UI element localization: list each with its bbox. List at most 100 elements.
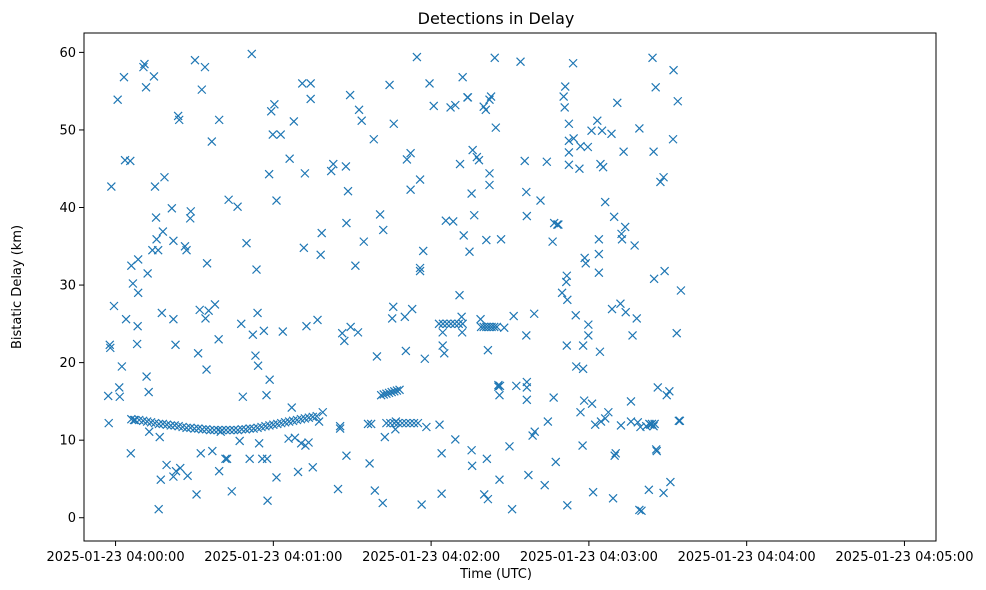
chart-title: Detections in Delay bbox=[418, 9, 575, 28]
data-point-marker bbox=[406, 148, 416, 158]
data-point-marker bbox=[442, 319, 452, 329]
data-point-marker bbox=[140, 59, 149, 69]
data-point-marker bbox=[119, 72, 129, 82]
data-point-marker bbox=[238, 392, 248, 402]
data-point-marker bbox=[342, 218, 351, 228]
data-point-marker bbox=[652, 446, 662, 456]
data-point-marker bbox=[266, 106, 276, 116]
data-point-marker bbox=[285, 154, 295, 164]
data-point-marker bbox=[302, 321, 311, 331]
data-point-marker bbox=[233, 202, 242, 212]
data-point-marker bbox=[209, 425, 219, 435]
data-point-marker bbox=[316, 250, 326, 260]
data-point-marker bbox=[335, 424, 345, 433]
data-point-marker bbox=[505, 441, 514, 451]
data-point-marker bbox=[632, 313, 642, 323]
data-point-marker bbox=[549, 393, 559, 402]
data-point-marker bbox=[144, 387, 154, 397]
data-point-marker bbox=[196, 448, 206, 458]
data-point-marker bbox=[665, 477, 675, 487]
data-point-marker bbox=[235, 436, 245, 446]
data-point-marker bbox=[109, 301, 119, 311]
data-point-marker bbox=[385, 418, 395, 428]
data-point-marker bbox=[326, 166, 336, 176]
data-point-marker bbox=[608, 493, 618, 503]
data-point-marker bbox=[245, 454, 255, 464]
data-point-marker bbox=[675, 416, 685, 426]
data-point-marker bbox=[560, 103, 570, 112]
data-point-marker bbox=[467, 461, 477, 471]
data-point-marker bbox=[485, 168, 494, 178]
data-point-marker bbox=[375, 210, 385, 219]
data-point-marker bbox=[664, 386, 674, 396]
data-point-marker bbox=[619, 147, 629, 157]
data-point-marker bbox=[379, 389, 389, 399]
data-point-marker bbox=[317, 228, 327, 238]
data-point-marker bbox=[465, 247, 474, 257]
data-point-marker bbox=[595, 347, 605, 357]
data-point-marker bbox=[668, 134, 678, 144]
data-point-marker bbox=[479, 490, 489, 499]
data-point-marker bbox=[587, 126, 596, 136]
data-point-marker bbox=[481, 105, 491, 115]
data-point-marker bbox=[133, 321, 143, 331]
data-point-marker bbox=[242, 238, 251, 248]
data-point-marker bbox=[207, 446, 217, 456]
data-point-marker bbox=[313, 315, 322, 325]
data-point-marker bbox=[612, 98, 622, 108]
data-point-marker bbox=[272, 472, 281, 482]
data-point-marker bbox=[197, 424, 207, 434]
data-point-marker bbox=[476, 314, 485, 324]
data-point-marker bbox=[581, 258, 591, 268]
data-point-marker bbox=[306, 94, 316, 104]
data-point-marker bbox=[650, 419, 660, 429]
data-point-marker bbox=[583, 320, 593, 330]
data-point-marker bbox=[628, 331, 637, 340]
data-point-marker bbox=[672, 328, 682, 338]
data-point-marker bbox=[175, 463, 185, 473]
data-point-marker bbox=[439, 348, 449, 358]
data-point-marker bbox=[598, 162, 608, 172]
data-point-marker bbox=[421, 422, 431, 432]
data-point-marker bbox=[660, 266, 670, 276]
data-point-marker bbox=[133, 288, 143, 298]
data-point-marker bbox=[376, 390, 386, 400]
data-point-marker bbox=[594, 249, 604, 259]
data-point-marker bbox=[200, 62, 210, 72]
data-point-marker bbox=[417, 500, 427, 509]
data-point-marker bbox=[335, 421, 345, 431]
data-point-marker bbox=[651, 82, 661, 92]
data-point-marker bbox=[201, 313, 210, 323]
data-point-marker bbox=[299, 243, 309, 253]
x-tick-label: 2025-01-23 04:01:00 bbox=[204, 550, 342, 565]
data-point-marker bbox=[486, 92, 496, 102]
data-point-marker bbox=[562, 341, 572, 350]
data-point-marker bbox=[264, 169, 274, 179]
data-point-marker bbox=[676, 286, 686, 295]
data-point-marker bbox=[412, 52, 422, 62]
data-point-marker bbox=[483, 345, 493, 355]
data-point-marker bbox=[263, 496, 272, 506]
data-point-marker bbox=[459, 230, 469, 240]
data-point-marker bbox=[115, 392, 125, 402]
data-point-marker bbox=[560, 82, 570, 91]
data-point-marker bbox=[328, 159, 338, 169]
data-point-marker bbox=[603, 407, 613, 417]
data-point-marker bbox=[633, 417, 643, 427]
x-tick-label: 2025-01-23 04:02:00 bbox=[362, 550, 500, 565]
data-point-marker bbox=[673, 96, 683, 106]
data-point-marker bbox=[499, 323, 509, 333]
data-point-marker bbox=[104, 418, 114, 428]
data-point-marker bbox=[354, 105, 364, 115]
data-point-marker bbox=[617, 234, 627, 244]
data-point-marker bbox=[222, 454, 232, 464]
data-point-marker bbox=[454, 319, 464, 329]
data-point-marker bbox=[415, 266, 425, 276]
data-point-marker bbox=[227, 486, 237, 496]
data-point-marker bbox=[259, 326, 269, 336]
data-point-marker bbox=[105, 343, 115, 353]
data-point-marker bbox=[495, 381, 505, 391]
data-point-marker bbox=[564, 160, 574, 170]
data-point-marker bbox=[600, 197, 610, 207]
data-point-marker bbox=[552, 220, 562, 229]
